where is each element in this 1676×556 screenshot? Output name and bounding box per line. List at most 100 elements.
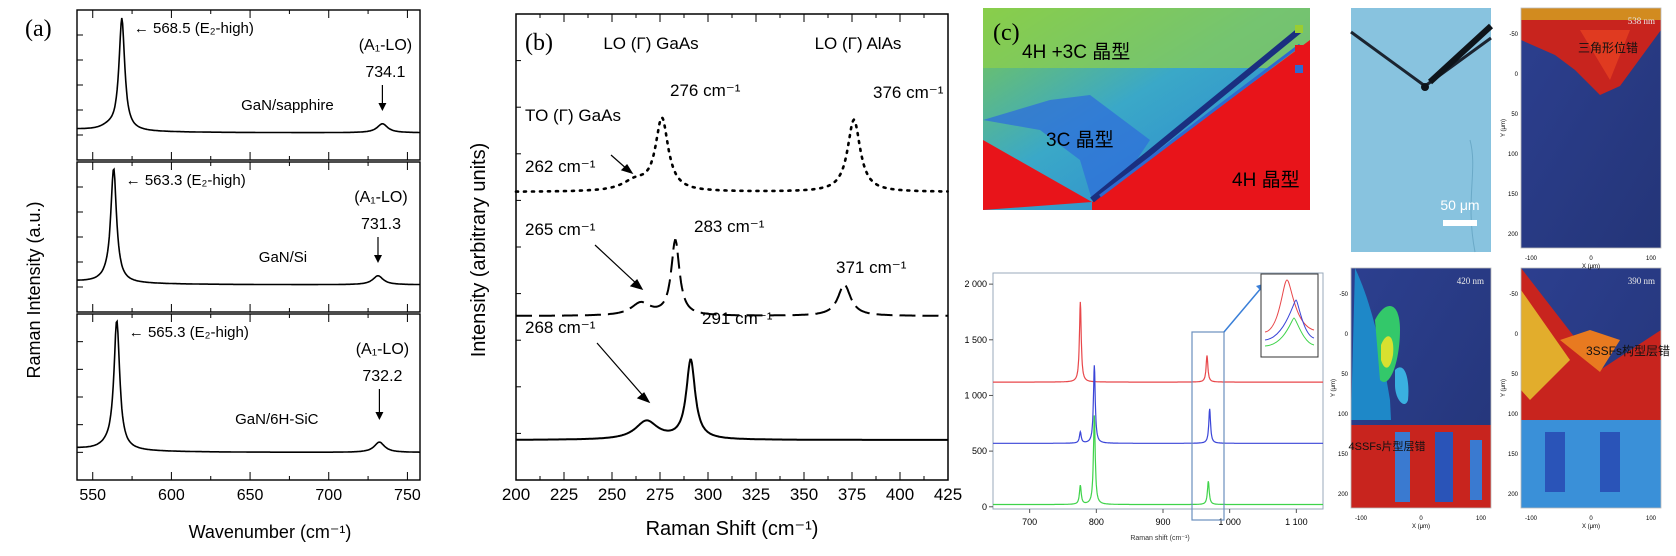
panel-b-xlabel: Raman Shift (cm⁻¹) xyxy=(646,518,819,540)
map-y-tick-label: -50 xyxy=(1339,292,1348,298)
map-x-tick-label: -100 xyxy=(1525,516,1538,522)
x-tick-label: 300 xyxy=(694,485,722,504)
x-tick-label: 550 xyxy=(79,487,106,504)
label-276: 276 cm⁻¹ xyxy=(670,81,741,100)
map-y-tick-label: -50 xyxy=(1509,292,1518,298)
mode-arrowhead xyxy=(373,255,382,263)
x-tick-label: 200 xyxy=(502,485,530,504)
x-tick-label: 425 xyxy=(934,485,962,504)
optical-image: 50 μm xyxy=(1350,8,1494,253)
peak-label: ← 563.3 (E₂-high) xyxy=(126,172,246,189)
map-x-tick-label: 0 xyxy=(1589,256,1593,262)
sample-label: GaN/6H-SiC xyxy=(235,411,319,428)
x-tick-label: 350 xyxy=(790,485,818,504)
trace-b-dashed xyxy=(516,238,948,317)
label-371: 371 cm⁻¹ xyxy=(836,258,907,277)
x-tick-label: 400 xyxy=(886,485,914,504)
peak-label: ← 565.3 (E₂-high) xyxy=(129,324,249,341)
mode-label: (A₁-LO) xyxy=(359,37,412,54)
map-y-tick-label: 100 xyxy=(1508,152,1519,158)
map-x-axis-label: X (μm) xyxy=(1412,524,1430,530)
spectrum-trace xyxy=(993,365,1323,444)
label-lo-alas: LO (Γ) AlAs xyxy=(815,34,902,53)
y-tick-label: 1 500 xyxy=(964,335,987,345)
map-390-nm: 390 nm xyxy=(1628,276,1655,286)
label-291: 291 cm⁻¹ xyxy=(702,309,773,328)
map-y-tick-label: -50 xyxy=(1509,32,1518,38)
x-tick-label: 900 xyxy=(1155,517,1170,527)
map-y-tick-label: 200 xyxy=(1508,492,1519,498)
panel-a-label: (a) xyxy=(25,16,52,42)
scale-bar-label: 50 μm xyxy=(1440,197,1479,213)
map-y-axis-label: Y (μm) xyxy=(1501,119,1507,137)
panel-b-arrows xyxy=(594,154,651,404)
label-lo-gaas: LO (Γ) GaAs xyxy=(603,34,698,53)
mode-label: (A₁-LO) xyxy=(356,341,409,358)
x-tick-label: 325 xyxy=(742,485,770,504)
map-538-nm: 538 nm xyxy=(1628,16,1655,26)
x-tick-label: 700 xyxy=(315,487,342,504)
x-tick-label: 250 xyxy=(598,485,626,504)
trace-gan-sapphire xyxy=(77,17,420,134)
map-538-text: 三角形位错 xyxy=(1578,40,1638,55)
map-y-tick-label: 150 xyxy=(1508,192,1519,198)
map-420-text: 4SSFs片型层错 xyxy=(1348,439,1425,453)
x-tick-label: 375 xyxy=(838,485,866,504)
polytype-map: 4H +3C 晶型 3C 晶型 4H 晶型 (c) xyxy=(983,8,1310,210)
mode-arrowhead xyxy=(378,103,387,111)
mode-value: 732.2 xyxy=(362,368,402,385)
map-y-tick-label: 150 xyxy=(1508,452,1519,458)
mode-value: 734.1 xyxy=(365,64,405,81)
map-y-tick-label: 200 xyxy=(1508,232,1519,238)
map-390-text: 3SSFs构型层错 xyxy=(1586,343,1670,358)
panel-a: (a) Raman Intensity (a.u.) Wavenumber (c… xyxy=(24,9,421,542)
map-x-tick-label: -100 xyxy=(1525,256,1538,262)
panel-b-label: (b) xyxy=(525,30,553,56)
panel-c: 4H +3C 晶型 3C 晶型 4H 晶型 (c) 700 800 900 1 000… xyxy=(964,7,1670,542)
x-tick-label: 600 xyxy=(158,487,185,504)
label-376: 376 cm⁻¹ xyxy=(873,83,944,102)
map-x-axis-label: X (μm) xyxy=(1582,264,1600,270)
mode-arrowhead xyxy=(375,412,384,420)
raman-map-420: 420 nm 4SSFs片型层错 xyxy=(1348,267,1492,509)
map-y-tick-label: 100 xyxy=(1508,412,1519,418)
spectrum-trace xyxy=(993,415,1323,506)
panel-a-ylabel: Raman Intensity (a.u.) xyxy=(24,201,44,378)
sample-label: GaN/sapphire xyxy=(241,97,334,114)
map-y-tick-label: 100 xyxy=(1338,412,1349,418)
panel-a-xlabel: Wavenumber (cm⁻¹) xyxy=(189,522,352,542)
map-x-axis-label: X (μm) xyxy=(1582,524,1600,530)
map-label-poly: 4H +3C 晶型 xyxy=(1022,41,1130,63)
map-axis-ticks: -100 0 100 X (μm) -50 0 50 100 150 200 Y (μm) -100 0… xyxy=(1331,32,1657,530)
map-y-tick-label: 0 xyxy=(1515,72,1519,78)
map-y-tick-label: 50 xyxy=(1341,372,1348,378)
x-tick-label: 750 xyxy=(394,487,421,504)
label-262: 262 cm⁻¹ xyxy=(525,157,596,176)
panel-b-ylabel: Intensity (arbitrary units) xyxy=(468,143,490,358)
y-tick-label: 2 000 xyxy=(964,279,987,289)
x-tick-label: 1 100 xyxy=(1285,517,1308,527)
map-x-tick-label: 100 xyxy=(1476,516,1487,522)
x-tick-label: 225 xyxy=(550,485,578,504)
map-label-3c: 3C 晶型 xyxy=(1046,129,1114,151)
map-label-4h: 4H 晶型 xyxy=(1232,169,1300,191)
label-to-gaas: TO (Γ) GaAs xyxy=(525,106,621,125)
x-tick-label: 650 xyxy=(237,487,264,504)
map-x-tick-label: 0 xyxy=(1589,516,1593,522)
raman-map-390: 390 nm 3SSFs构型层错 xyxy=(1520,267,1670,509)
spectrum-xlabel: Raman shift (cm⁻¹) xyxy=(1130,535,1189,542)
x-tick-label: 700 xyxy=(1022,517,1037,527)
map-y-tick-label: 0 xyxy=(1345,332,1349,338)
label-265: 265 cm⁻¹ xyxy=(525,220,596,239)
mode-value: 731.3 xyxy=(361,216,401,233)
panel-b: (b) Intensity (arbitrary units) Raman Sh… xyxy=(468,13,962,540)
map-y-tick-label: 0 xyxy=(1515,332,1519,338)
label-283: 283 cm⁻¹ xyxy=(694,217,765,236)
map-y-tick-label: 50 xyxy=(1511,372,1518,378)
x-tick-label: 275 xyxy=(646,485,674,504)
x-tick-label: 1 000 xyxy=(1218,517,1241,527)
map-x-tick-label: -100 xyxy=(1355,516,1368,522)
panel-c-label: (c) xyxy=(993,20,1020,46)
